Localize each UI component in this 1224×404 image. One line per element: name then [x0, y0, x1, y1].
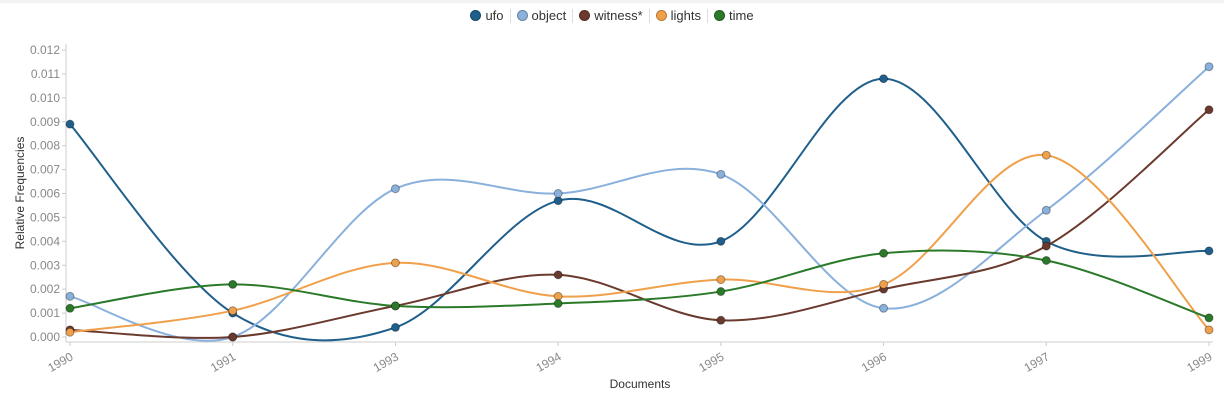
x-axis: 1990 1991 1993 1994 1995 1996 1997 1999: [45, 341, 1215, 375]
y-tick-label: 0.000: [30, 330, 60, 344]
data-point[interactable]: [390, 301, 400, 311]
y-tick-label: 0.012: [30, 43, 60, 57]
y-tick-label: 0.004: [30, 234, 60, 248]
data-point[interactable]: [879, 303, 889, 313]
data-point[interactable]: [1041, 205, 1051, 215]
legend-label: lights: [670, 8, 701, 23]
data-point[interactable]: [1204, 313, 1214, 323]
legend-swatch: [579, 10, 591, 21]
data-point[interactable]: [553, 270, 563, 280]
y-tick-label: 0.007: [30, 163, 60, 177]
data-point[interactable]: [716, 315, 726, 325]
series-line-lights: [69, 154, 1210, 334]
x-tick-label: 1996: [859, 349, 889, 375]
series-line-object: [69, 65, 1210, 342]
data-point[interactable]: [65, 327, 75, 337]
data-point[interactable]: [716, 236, 726, 246]
y-tick-label: 0.010: [30, 91, 60, 105]
legend-label: ufo: [485, 8, 504, 23]
data-point[interactable]: [1041, 241, 1051, 251]
legend-separator: [707, 8, 708, 23]
y-tick-label: 0.001: [30, 306, 60, 320]
data-point[interactable]: [390, 322, 400, 332]
legend-item[interactable]: ufo: [464, 8, 509, 23]
legend-separator: [648, 8, 650, 23]
data-point[interactable]: [1204, 246, 1214, 256]
data-point[interactable]: [879, 279, 889, 289]
data-point[interactable]: [553, 299, 563, 309]
legend-item[interactable]: time: [708, 8, 760, 23]
data-point[interactable]: [879, 248, 889, 258]
y-axis-title: Relative Frequencies: [13, 137, 27, 250]
y-tick-label: 0.011: [31, 67, 60, 81]
legend-swatch: [516, 10, 528, 21]
data-point[interactable]: [390, 184, 400, 194]
x-tick-label: 1991: [208, 349, 238, 375]
x-tick-label: 1995: [696, 349, 726, 375]
x-axis-title: Documents: [610, 377, 671, 391]
legend-swatch: [714, 10, 725, 21]
data-point[interactable]: [1204, 325, 1214, 335]
x-tick-label: 1990: [45, 349, 75, 375]
data-point[interactable]: [390, 258, 400, 268]
legend-swatch: [470, 10, 482, 21]
data-point[interactable]: [716, 275, 726, 285]
data-point[interactable]: [1041, 150, 1051, 160]
x-tick-label: 1993: [371, 349, 401, 375]
data-point[interactable]: [65, 291, 75, 301]
y-tick-label: 0.009: [30, 115, 60, 129]
y-tick-label: 0.008: [30, 139, 60, 153]
data-point[interactable]: [228, 279, 238, 289]
data-point[interactable]: [65, 303, 75, 313]
series-points: [65, 62, 1214, 342]
legend-separator: [572, 8, 574, 23]
data-point[interactable]: [716, 287, 726, 297]
x-tick-label: 1994: [534, 349, 564, 375]
data-point[interactable]: [716, 169, 726, 179]
series-line-time: [69, 249, 1210, 319]
data-point[interactable]: [1204, 105, 1214, 115]
legend-label: witness*: [594, 8, 643, 23]
series-line-ufo: [69, 77, 1210, 342]
legend-item[interactable]: object: [511, 8, 573, 23]
data-point[interactable]: [1041, 255, 1051, 265]
legend-label: time: [729, 8, 754, 23]
y-tick-label: 0.005: [30, 210, 60, 224]
data-point[interactable]: [228, 332, 238, 342]
data-point[interactable]: [228, 306, 238, 316]
data-point[interactable]: [1204, 62, 1214, 72]
chart-legend: ufo object witness* lights time: [0, 8, 1224, 23]
y-tick-label: 0.006: [30, 187, 60, 201]
legend-swatch: [655, 10, 667, 21]
legend-item[interactable]: witness*: [573, 8, 648, 23]
y-tick-label: 0.003: [30, 258, 60, 272]
x-tick-label: 1999: [1184, 349, 1214, 375]
x-tick-label: 1997: [1022, 349, 1052, 375]
legend-item[interactable]: lights: [650, 8, 707, 23]
series-lines: [69, 65, 1210, 342]
y-axis: 0.000 0.001 0.002 0.003 0.004 0.005 0.006 0.007…: [30, 43, 67, 344]
y-tick-label: 0.002: [30, 282, 60, 296]
legend-separator: [509, 8, 511, 23]
data-point[interactable]: [65, 119, 75, 129]
legend-label: object: [531, 8, 567, 23]
top-border: [0, 0, 1224, 3]
data-point[interactable]: [879, 74, 889, 84]
data-point[interactable]: [553, 189, 563, 198]
